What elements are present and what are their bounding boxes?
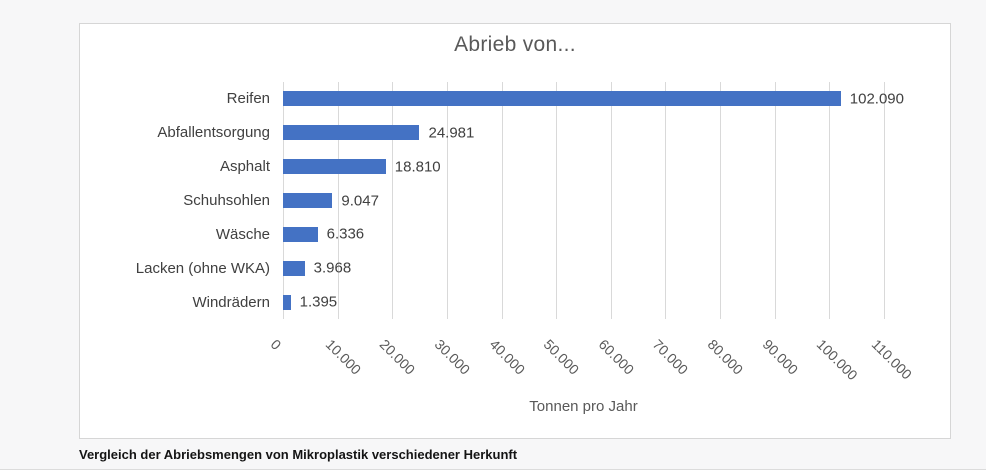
gridline (720, 82, 722, 319)
gridline (501, 82, 503, 319)
value-label: 3.968 (313, 259, 352, 277)
value-label: 24.981 (428, 124, 475, 142)
x-tick-label: 70.000 (650, 336, 692, 378)
category-label: Lacken (ohne WKA) (135, 259, 270, 277)
bar (283, 294, 291, 310)
gridline (829, 82, 831, 319)
x-tick-label: 30.000 (431, 336, 474, 378)
category-label: Wäsche (215, 225, 270, 243)
bar (283, 260, 305, 276)
x-tick-label: 60.000 (595, 336, 638, 378)
gridline (392, 82, 394, 319)
x-tick-label: 10.000 (322, 336, 364, 378)
category-label: Abfallentsorgung (157, 124, 270, 142)
x-tick-label: 50.000 (540, 336, 583, 378)
gridline (610, 82, 612, 319)
gridline (884, 82, 885, 319)
gridline (774, 82, 776, 319)
chart-title: Abrieb von... (454, 33, 576, 56)
plot-area: 102.090 24.981 18.810 9.047 6.336 3.968 1.395 (283, 82, 904, 319)
figure-caption: Vergleich der Abriebsmengen von Mikropla… (79, 447, 518, 462)
x-tick-label: 40.000 (486, 336, 528, 378)
bar (283, 125, 420, 141)
value-label: 18.810 (394, 158, 441, 176)
x-tick-label: 90.000 (759, 336, 802, 378)
gridline (665, 82, 667, 319)
x-tick-label: 20.000 (376, 336, 419, 378)
x-tick-label: 100.000 (814, 336, 862, 384)
category-label: Reifen (226, 90, 270, 108)
gridline (556, 82, 558, 319)
value-label: 9.047 (341, 192, 379, 209)
bar (283, 91, 841, 107)
gridline (337, 82, 339, 319)
gridline (446, 82, 448, 319)
bar (283, 193, 333, 208)
x-axis-title: Tonnen pro Jahr (529, 398, 638, 415)
bar (283, 226, 318, 242)
category-label: Schuhsohlen (183, 191, 270, 209)
value-label: 102.090 (849, 90, 904, 108)
bar (283, 159, 386, 175)
x-tick-label: 0 (267, 336, 285, 353)
value-label: 6.336 (326, 225, 365, 243)
value-label: 1.395 (299, 293, 338, 311)
x-tick-label: 80.000 (704, 336, 747, 378)
chart-figure: Abrieb von... Reifen Abfallentsorgung Asph… (79, 23, 951, 439)
category-label: Windrädern (192, 293, 270, 311)
x-tick-label: 110.000 (868, 336, 916, 383)
y-axis-category-labels: Reifen Abfallentsorgung Asphalt Schuhsohlen… (80, 82, 270, 319)
category-label: Asphalt (219, 158, 270, 176)
